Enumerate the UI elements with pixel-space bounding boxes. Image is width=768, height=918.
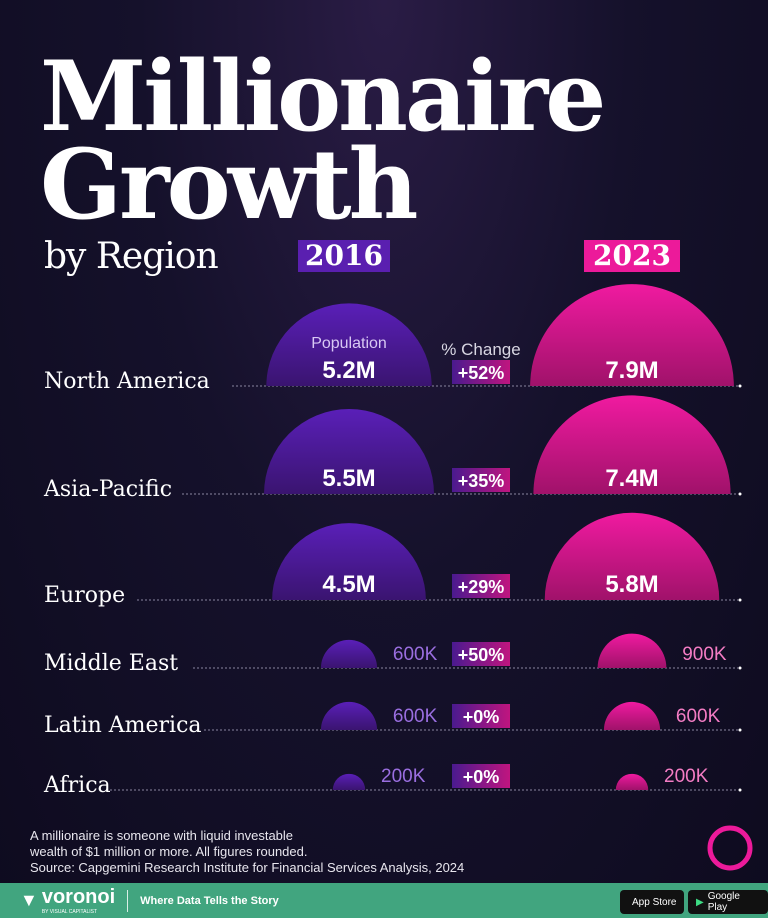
value-label: 5.8M [605,571,658,598]
play-icon: ▶ [696,896,704,908]
region-label: Latin America [44,713,202,738]
voronoi-logo-icon: ▼ [20,890,38,910]
baseline-end-dot [738,598,742,602]
baseline-end-dot [738,666,742,670]
value-label: 200K [381,766,426,787]
semicircle-2023 [615,773,649,790]
change-label: +35% [458,471,505,491]
baseline-end-dot [738,728,742,732]
change-badge [452,642,510,666]
change-badge [452,574,510,598]
semicircle-2023 [603,701,661,730]
region-label: North America [44,369,210,394]
semicircle-2016 [320,639,378,668]
footnote-line: A millionaire is someone with liquid inv… [30,828,294,843]
region-label: Middle East [44,651,178,676]
region-label: Africa [43,773,111,798]
app-store-label: App Store [632,896,677,908]
footnote-line: wealth of $1 million or more. All figure… [30,844,308,859]
semicircle-2016 [266,303,432,386]
value-label: 5.5M [322,465,375,492]
app-store-button[interactable]: App Store [620,890,685,914]
change-label: +29% [458,577,505,597]
semicircle-2016 [320,701,378,730]
semicircle-2016 [332,773,366,790]
value-label: 5.2M [322,357,375,384]
value-label: 7.4M [605,465,658,492]
semicircle-2016 [264,409,434,494]
change-badge [452,764,510,788]
population-header: Population [311,335,387,352]
google-play-button[interactable]: ▶ Google Play [688,890,768,914]
baseline-end-dot [738,384,742,388]
change-badge [452,360,510,384]
title-line-1: Millionaire [40,40,606,153]
tagline: Where Data Tells the Story [140,894,279,907]
change-badge [452,468,510,492]
title-line-2: Growth [40,128,418,241]
change-label: +0% [463,707,500,727]
subtitle: by Region [44,236,219,277]
baseline-end-dot [738,492,742,496]
semicircle-2016 [272,523,426,600]
divider [127,889,129,912]
semicircle-2023 [597,633,667,668]
region-label: Asia-Pacific [43,477,172,502]
region-label: Europe [44,583,125,608]
brand-mark-icon [707,825,753,871]
year-badge-2016: 2016 [298,240,390,272]
change-label: +0% [463,767,500,787]
value-label: 600K [393,644,438,665]
semicircle-2023 [530,284,734,386]
brand-sub: BY VISUAL CAPITALIST [41,909,98,915]
change-label: +50% [458,645,505,665]
year-badge-2023: 2023 [584,240,680,272]
semicircle-2023 [544,512,720,600]
baseline-end-dot [738,788,742,792]
semicircle-2023 [533,395,731,494]
source: Source: Capgemini Research Institute for… [30,860,465,875]
value-label: 200K [664,766,709,787]
value-label: 900K [682,644,727,665]
value-label: 600K [393,706,438,727]
value-label: 4.5M [322,571,375,598]
change-header: % Change [441,340,520,359]
value-label: 7.9M [605,357,658,384]
value-label: 600K [676,706,721,727]
change-badge [452,704,510,728]
google-play-label: Google Play [707,891,740,913]
change-label: +52% [458,363,505,383]
brand-logo: voronoi [41,886,116,908]
footnote: A millionaire is someone with liquid inv… [30,828,464,876]
